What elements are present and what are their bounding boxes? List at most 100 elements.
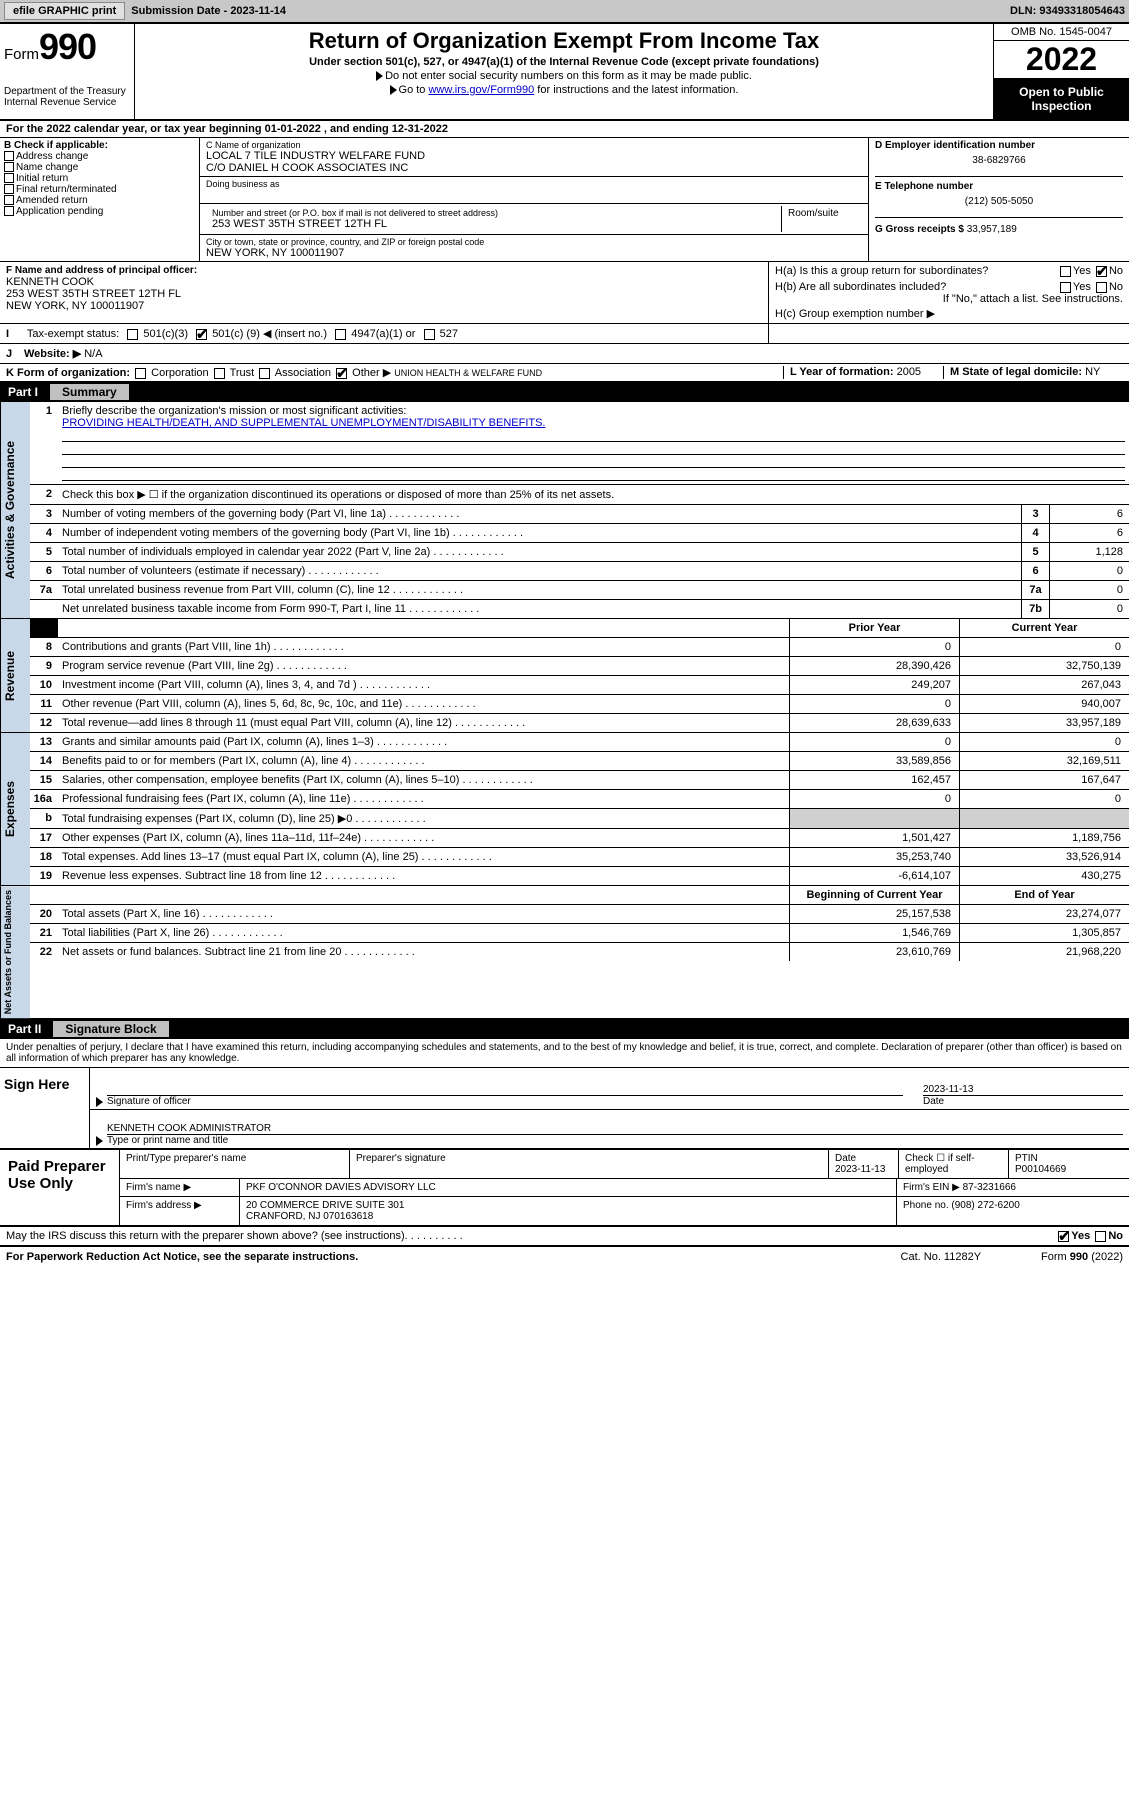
d-ein-label: D Employer identification number [875,140,1123,151]
table-row: 12Total revenue—add lines 8 through 11 (… [30,714,1129,732]
g-gross-value: 33,957,189 [967,224,1017,235]
table-row: 16aProfessional fundraising fees (Part I… [30,790,1129,809]
dln: DLN: 93493318054643 [1010,5,1125,17]
checkbox[interactable] [336,368,347,379]
l1-label: Briefly describe the organization's miss… [62,405,406,417]
table-row: 18Total expenses. Add lines 13–17 (must … [30,848,1129,867]
efile-print-button[interactable]: efile GRAPHIC print [4,2,125,20]
ptin: P00104669 [1015,1164,1066,1175]
checkbox-yes[interactable] [1058,1231,1069,1242]
tax-year: 2022 [994,41,1129,79]
c-name-label: C Name of organization [206,140,862,150]
opt-address: Address change [16,151,88,162]
checkbox[interactable] [4,151,14,161]
e-phone-value: (212) 505-5050 [875,192,1123,217]
org-address: 253 WEST 35TH STREET 12TH FL [212,218,775,230]
section-bcd: B Check if applicable: Address change Na… [0,138,1129,262]
checkbox[interactable] [196,329,207,340]
checkbox-no[interactable] [1096,266,1107,277]
part1-header: Part I Summary [0,382,1129,402]
cat-no: Cat. No. 11282Y [901,1251,982,1263]
section-f-h: F Name and address of principal officer:… [0,262,1129,324]
preparer-label: Paid Preparer Use Only [0,1150,120,1225]
top-bar: efile GRAPHIC print Submission Date - 20… [0,0,1129,22]
m-value: NY [1085,366,1100,378]
checkbox-no[interactable] [1096,282,1107,293]
goto-post: for instructions and the latest informat… [534,84,738,96]
part2-header: Part II Signature Block [0,1019,1129,1039]
form-number: 990 [39,26,96,67]
f-city: NEW YORK, NY 100011907 [6,300,762,312]
checkbox[interactable] [4,206,14,216]
net-section: Net Assets or Fund Balances Beginning of… [0,886,1129,1019]
vlabel-rev: Revenue [0,619,30,732]
sig-officer-label: Signature of officer [107,1096,191,1107]
opt-initial: Initial return [16,173,68,184]
discuss-row: May the IRS discuss this return with the… [0,1227,1129,1247]
dept-treasury: Department of the Treasury [4,86,128,97]
arrow-icon [376,71,383,81]
checkbox[interactable] [127,329,138,340]
k-other-val: UNION HEALTH & WELFARE FUND [394,368,542,378]
table-row: bTotal fundraising expenses (Part IX, co… [30,809,1129,829]
section-klm: K Form of organization: Corporation Trus… [0,364,1129,382]
prep-check: Check ☐ if self-employed [899,1150,1009,1178]
irs-label: Internal Revenue Service [4,97,128,108]
hb-note: If "No," attach a list. See instructions… [775,293,1123,305]
g-gross-label: G Gross receipts $ [875,224,964,235]
table-row: 5Total number of individuals employed in… [30,543,1129,562]
checkbox[interactable] [4,184,14,194]
checkbox[interactable] [424,329,435,340]
submission-date: Submission Date - 2023-11-14 [131,5,286,17]
table-row: 4Number of independent voting members of… [30,524,1129,543]
l1-mission[interactable]: PROVIDING HEALTH/DEATH, AND SUPPLEMENTAL… [62,417,545,429]
dba-label: Doing business as [206,179,862,189]
checkbox-no[interactable] [1095,1231,1106,1242]
j-label: Website: ▶ [24,347,81,360]
vlabel-exp: Expenses [0,733,30,885]
org-name-1: LOCAL 7 TILE INDUSTRY WELFARE FUND [206,150,862,162]
opt-pending: Application pending [16,206,103,217]
rev-section: Revenue bPrior YearCurrent Year 8Contrib… [0,619,1129,733]
k-label: K Form of organization: [6,367,130,379]
org-name-2: C/O DANIEL H COOK ASSOCIATES INC [206,162,862,174]
checkbox[interactable] [4,162,14,172]
addr-label: Number and street (or P.O. box if mail i… [212,208,775,218]
hc-label: H(c) Group exemption number ▶ [775,307,1123,320]
footer: For Paperwork Reduction Act Notice, see … [0,1247,1129,1267]
checkbox[interactable] [214,368,225,379]
org-city: NEW YORK, NY 100011907 [206,247,862,259]
section-deg: D Employer identification number 38-6829… [869,138,1129,261]
table-row: 13Grants and similar amounts paid (Part … [30,733,1129,752]
officer-name-label: Type or print name and title [107,1135,228,1146]
checkbox-yes[interactable] [1060,282,1071,293]
j-value: N/A [84,348,102,360]
l2-text: Check this box ▶ ☐ if the organization d… [58,485,1129,504]
table-row: 8Contributions and grants (Part VIII, li… [30,638,1129,657]
table-row: Net unrelated business taxable income fr… [30,600,1129,618]
section-j: J Website: ▶ N/A [0,344,1129,364]
ha-label: H(a) Is this a group return for subordin… [775,265,988,277]
table-row: 22Net assets or fund balances. Subtract … [30,943,1129,961]
pra-notice: For Paperwork Reduction Act Notice, see … [6,1251,358,1263]
f-label: F Name and address of principal officer: [6,265,197,276]
checkbox[interactable] [135,368,146,379]
table-row: 6Total number of volunteers (estimate if… [30,562,1129,581]
table-row: 17Other expenses (Part IX, column (A), l… [30,829,1129,848]
checkbox[interactable] [4,195,14,205]
checkbox[interactable] [4,173,14,183]
checkbox[interactable] [259,368,270,379]
gov-section: Activities & Governance 1 Briefly descri… [0,402,1129,619]
firm-addr2: CRANFORD, NJ 070163618 [246,1211,373,1222]
arrow-icon [390,85,397,95]
ssn-warning: Do not enter social security numbers on … [385,70,752,82]
section-i-row: I Tax-exempt status: 501(c)(3) 501(c) (9… [0,324,1129,344]
section-a-period: For the 2022 calendar year, or tax year … [0,121,1129,138]
table-row: 9Program service revenue (Part VIII, lin… [30,657,1129,676]
open-inspection: Open to Public Inspection [994,79,1129,119]
firm-name: PKF O'CONNOR DAVIES ADVISORY LLC [240,1179,897,1196]
checkbox[interactable] [335,329,346,340]
irs-link[interactable]: www.irs.gov/Form990 [428,84,534,96]
checkbox-yes[interactable] [1060,266,1071,277]
firm-phone: (908) 272-6200 [951,1200,1019,1211]
